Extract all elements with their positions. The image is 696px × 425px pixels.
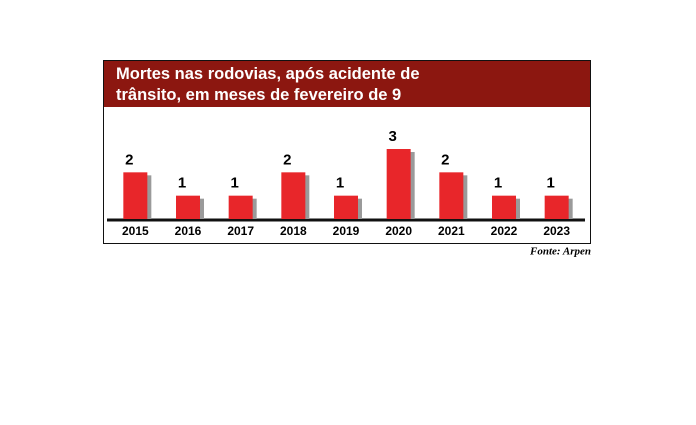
chart-title: Mortes nas rodovias, após acidente de tr… bbox=[116, 65, 420, 125]
x-tick-label: 2020 bbox=[385, 224, 412, 238]
bar bbox=[123, 172, 148, 219]
value-label: 3 bbox=[388, 128, 396, 145]
value-label: 2 bbox=[125, 151, 133, 168]
chart-frame: Mortes nas rodovias, após acidente de tr… bbox=[103, 60, 591, 244]
x-tick-label: 2018 bbox=[280, 224, 307, 238]
value-label: 1 bbox=[230, 175, 238, 192]
bar bbox=[439, 172, 464, 219]
value-label: 1 bbox=[494, 175, 502, 192]
x-tick-label: 2015 bbox=[122, 224, 149, 238]
value-label: 1 bbox=[336, 175, 344, 192]
value-label: 2 bbox=[441, 151, 449, 168]
bar bbox=[492, 195, 516, 219]
source: Fonte: Arpen bbox=[529, 246, 591, 258]
bar bbox=[544, 195, 569, 219]
x-tick-label: 2019 bbox=[333, 224, 360, 238]
bar bbox=[334, 195, 358, 219]
bar bbox=[281, 172, 306, 219]
value-label: 1 bbox=[546, 175, 554, 192]
x-tick-label: 2016 bbox=[175, 224, 202, 238]
title-band: Mortes nas rodovias, após acidente de tr… bbox=[104, 61, 590, 125]
bar bbox=[228, 195, 253, 219]
bar bbox=[386, 149, 411, 219]
value-label: 1 bbox=[178, 175, 186, 192]
x-tick-label: 2017 bbox=[227, 224, 254, 238]
x-tick-label: 2022 bbox=[491, 224, 518, 238]
bar bbox=[176, 195, 200, 219]
x-tick-label: 2021 bbox=[438, 224, 465, 238]
x-tick-label: 2023 bbox=[543, 224, 570, 238]
value-label: 2 bbox=[283, 151, 291, 168]
